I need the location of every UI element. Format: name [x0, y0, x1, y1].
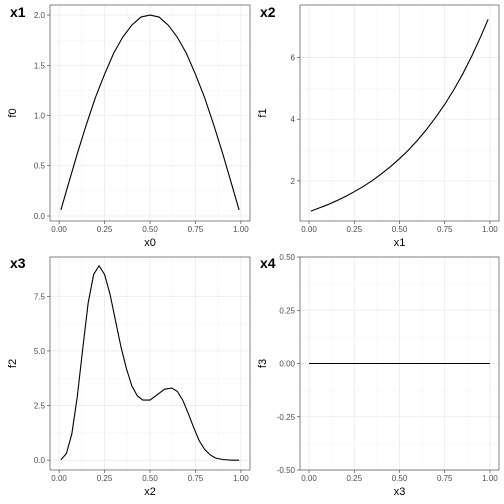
panel-tag: x4 — [260, 255, 276, 271]
y-tick-label: 0.0 — [34, 456, 46, 465]
y-tick-label: 2.5 — [34, 402, 46, 411]
y-tick-label: 1.5 — [34, 61, 46, 70]
y-axis-title: f3 — [257, 359, 269, 368]
x-tick-label: 1.00 — [233, 474, 249, 483]
panel-x3: 0.00 0.25 0.50 0.75 1.00 0.0 2.5 5.0 7.5 x2 f2 x3 — [7, 255, 251, 498]
x-tick-label: 0.50 — [392, 225, 408, 234]
series-line-f0 — [60, 14, 240, 211]
x-tick-label: 1.00 — [482, 225, 498, 234]
x-tick-label: 0.00 — [51, 474, 67, 483]
x-tick-label: 0.25 — [346, 225, 362, 234]
panel-tag: x1 — [10, 4, 26, 20]
y-tick-label: 0.00 — [279, 360, 295, 369]
panel-border — [299, 256, 500, 471]
panel-border — [49, 4, 251, 222]
panel-border — [49, 256, 251, 471]
panel-tag: x3 — [10, 255, 26, 271]
y-axis-title: f1 — [257, 108, 269, 117]
panel-x2: 0.00 0.25 0.50 0.75 1.00 2 4 6 x1 f1 x2 — [257, 4, 500, 249]
x-tick-label: 0.25 — [97, 225, 113, 234]
panel-x4: 0.00 0.25 0.50 0.75 1.00 -0.50 -0.25 0.00 0.25 0.… — [257, 253, 500, 498]
x-tick-label: 0.75 — [188, 474, 204, 483]
y-tick-label: 2 — [291, 177, 296, 186]
y-tick-label: -0.50 — [277, 466, 296, 475]
x-tick-label: 0.00 — [301, 474, 317, 483]
series-line-f2 — [60, 264, 240, 461]
x-tick-label: 0.25 — [346, 474, 362, 483]
panel-border — [299, 4, 500, 222]
y-axis-title: f2 — [7, 359, 19, 368]
y-axis-title: f0 — [7, 108, 19, 117]
x-tick-label: 0.75 — [437, 474, 453, 483]
y-tick-label: 1.0 — [34, 112, 46, 121]
x-tick-label: 1.00 — [482, 474, 498, 483]
y-tick-label: 0.5 — [34, 162, 46, 171]
x-tick-label: 0.50 — [142, 225, 158, 234]
panel-x1: 0.00 0.25 0.50 0.75 1.00 0.0 0.5 1.0 1.5 2.0 x0 f0 x… — [7, 4, 251, 249]
y-tick-label: 0.0 — [34, 212, 46, 221]
y-tick-label: 4 — [291, 115, 296, 124]
y-tick-label: 6 — [291, 53, 296, 62]
x-axis-title: x2 — [144, 486, 156, 498]
x-tick-label: 0.50 — [142, 474, 158, 483]
x-tick-label: 0.75 — [437, 225, 453, 234]
x-axis-title: x3 — [394, 486, 406, 498]
x-tick-label: 0.00 — [51, 225, 67, 234]
y-tick-label: 0.50 — [279, 253, 295, 262]
y-tick-label: 2.0 — [34, 11, 46, 20]
x-tick-label: 0.25 — [97, 474, 113, 483]
panel-tag: x2 — [260, 4, 276, 20]
series-line-f1 — [310, 18, 489, 212]
y-tick-label: 7.5 — [34, 292, 46, 301]
x-axis-title: x0 — [144, 237, 156, 249]
x-tick-label: 0.00 — [301, 225, 317, 234]
x-tick-label: 1.00 — [233, 225, 249, 234]
y-tick-label: 5.0 — [34, 347, 46, 356]
x-tick-label: 0.75 — [188, 225, 204, 234]
y-tick-label: -0.25 — [277, 413, 296, 422]
x-tick-label: 0.50 — [392, 474, 408, 483]
x-axis-title: x1 — [394, 237, 406, 249]
y-tick-label: 0.25 — [279, 306, 295, 315]
